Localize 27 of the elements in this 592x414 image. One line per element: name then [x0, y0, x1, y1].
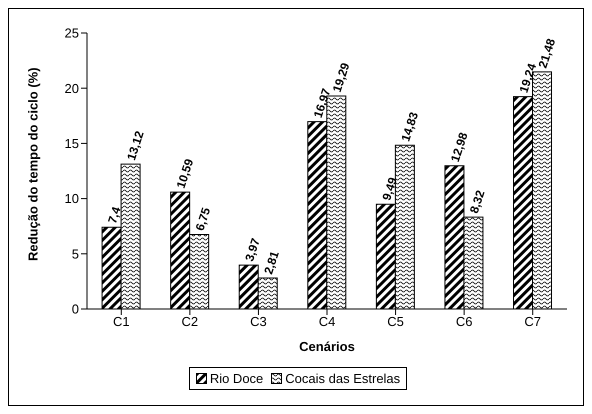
- data-label: 9,49: [379, 175, 400, 202]
- data-label: 7,4: [105, 204, 124, 226]
- y-tick-label: 15: [64, 136, 79, 152]
- y-tick-label: 5: [72, 246, 79, 262]
- data-label: 3,97: [242, 236, 263, 264]
- y-tick-label: 0: [72, 302, 79, 317]
- data-label: 12,98: [448, 130, 471, 164]
- x-axis-title: Cenários: [299, 339, 355, 354]
- x-tick-label: C3: [250, 314, 267, 330]
- data-label: 14,83: [398, 110, 422, 144]
- legend-label: Cocais das Estrelas: [284, 371, 400, 386]
- y-axis-title: Redução do tempo do ciclo (%): [26, 67, 41, 261]
- data-label: 13,12: [124, 128, 147, 162]
- y-tick-label: 20: [64, 80, 79, 96]
- data-label: 8,32: [466, 188, 488, 216]
- y-tick-label: 25: [64, 26, 79, 41]
- x-tick-label: C6: [456, 314, 472, 330]
- x-tick-label: C5: [387, 314, 404, 330]
- y-tick-label: 10: [64, 191, 79, 206]
- data-label: 2,81: [261, 249, 282, 276]
- x-tick-label: C1: [112, 314, 130, 330]
- x-tick-label: C2: [182, 314, 198, 330]
- x-tick-label: C4: [318, 314, 336, 330]
- data-label: 6,75: [192, 206, 214, 232]
- legend-label: Rio Doce: [208, 371, 264, 386]
- data-label: 10,59: [174, 156, 196, 190]
- x-tick-label: C7: [524, 314, 542, 330]
